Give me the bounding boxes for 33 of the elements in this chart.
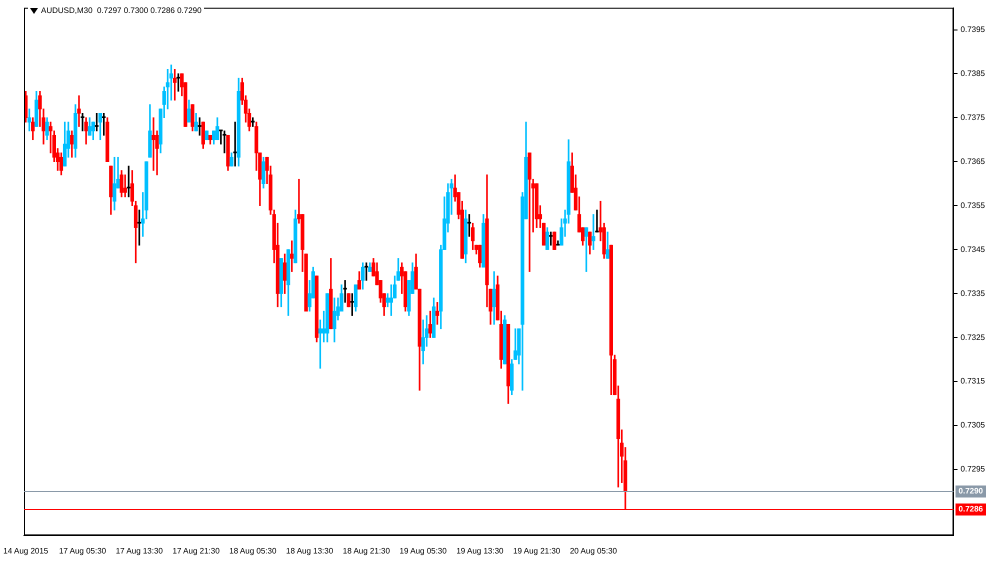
x-tick-label: 20 Aug 05:30 (570, 546, 618, 556)
y-tick-label: 0.7295 (960, 464, 986, 474)
candlestick (152, 117, 156, 171)
y-tick-label: 0.7315 (960, 376, 986, 386)
candlestick (222, 130, 226, 154)
y-tick-label: 0.7365 (960, 156, 986, 166)
x-tick-label: 17 Aug 21:30 (172, 546, 220, 556)
y-tick-label: 0.7335 (960, 288, 986, 298)
x-tick-label: 14 Aug 2015 (3, 546, 49, 556)
x-tick-label: 17 Aug 05:30 (58, 546, 107, 556)
chart-title: AUDUSD,M30 0.7297 0.7300 0.7286 0.7290 (41, 6, 202, 15)
x-tick-label: 18 Aug 21:30 (342, 546, 390, 556)
ref-line-label: 0.7290 (958, 486, 984, 496)
y-tick-label: 0.7385 (960, 68, 986, 78)
x-tick-label: 19 Aug 13:30 (456, 546, 504, 556)
x-tick-label: 18 Aug 13:30 (286, 546, 334, 556)
x-tick-label: 17 Aug 13:30 (116, 546, 164, 556)
candlestick (528, 152, 532, 272)
y-tick-label: 0.7325 (960, 332, 986, 342)
y-tick-label: 0.7345 (960, 244, 986, 254)
candlestick (80, 112, 84, 132)
candlestick (595, 210, 599, 232)
y-tick-label: 0.7395 (960, 24, 986, 34)
candlestick (77, 95, 81, 127)
y-tick-label: 0.7305 (960, 420, 986, 430)
candlestick (343, 280, 347, 303)
y-tick-label: 0.7375 (960, 112, 986, 122)
y-tick-label: 0.7355 (960, 200, 986, 210)
x-tick-label: 19 Aug 05:30 (400, 546, 448, 556)
x-tick-label: 19 Aug 21:30 (513, 546, 561, 556)
candlestick (592, 214, 596, 250)
x-tick-label: 18 Aug 05:30 (229, 546, 277, 556)
ref-line-label: 0.7286 (958, 504, 984, 514)
